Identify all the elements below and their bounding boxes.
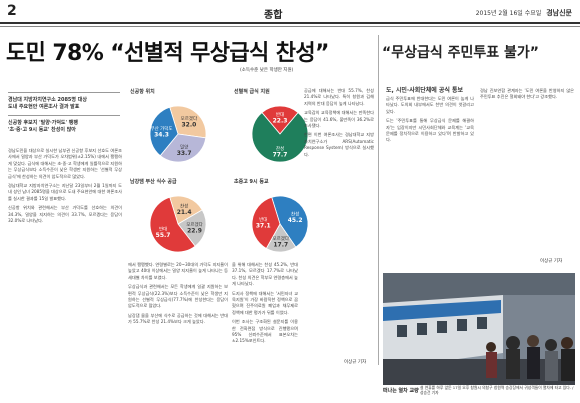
column-divider — [378, 35, 379, 365]
lede-block: 경남대 지방자치연구소 2085명 대상 도내 주요현안 여론조사 결과 발표 … — [8, 88, 120, 134]
pie-slice-0 — [169, 195, 203, 225]
pie-slice-1 — [251, 112, 309, 163]
photo-caption-title: 떠나는 열차 교량 — [383, 388, 419, 394]
paragraph: 무상급식과 관련해서는 모든 학생에게 일괄 지원하는 보편적 무상급식(22.… — [128, 284, 228, 309]
sidebar-column-2: 경남 진보연합 관계자는 '도민 여론을 반영하지 않은 주민투표 추진은 철회… — [480, 88, 574, 254]
paragraph: 경남 진보연합 관계자는 '도민 여론을 반영하지 않은 주민투표 추진은 철회… — [480, 88, 574, 100]
pie-slice-2 — [149, 106, 179, 157]
slice-label: 찬성 — [276, 145, 284, 152]
paragraph: 을 위해 대해서는 찬성 45.2%, 반대 37.1%, 모르겠다 17.7%… — [232, 262, 298, 287]
slice-value: 32.0 — [181, 122, 196, 129]
paragraph: 공급에 대해서는 반대 55.7%, 찬성 21.4%로 나타났다. 특히 창원… — [304, 88, 374, 106]
slice-value: 45.2 — [288, 217, 303, 224]
sidebar-subhead: 도, 시민·사회단체에 공식 통보 — [386, 87, 464, 94]
slice-label: 반대 — [276, 111, 284, 118]
paragraph: 도지사 정책에 대해서는 '서민자녀 교육지원'이 가장 바람직한 정책으로 꼽… — [232, 290, 298, 315]
slice-value: 17.7 — [273, 241, 288, 248]
pie-slice-0 — [169, 105, 207, 139]
pie-slice-1 — [177, 209, 207, 247]
chart-title: 초중고 9시 등교 — [234, 179, 269, 185]
slice-value: 55.7 — [156, 232, 171, 239]
slice-label: 모르겠다 — [272, 235, 289, 242]
chart-title: 신공항 위치 — [130, 89, 155, 95]
paragraph: 경남대학교 지방자치연구소는 지난달 23일부터 2월 1일까지 도내 성인 남… — [8, 183, 122, 201]
slice-label: 부산 가덕도 — [150, 125, 172, 132]
paragraph: 신공항 위치와 관련해서는 부산 가덕도를 선호하는 의견이 34.3%, 밀양… — [8, 205, 122, 224]
lede-line-4: '초·중·고 9시 등교' 찬성이 많아 — [8, 127, 76, 133]
pie-slice-2 — [149, 196, 196, 253]
paper-name: 경남신문 — [546, 9, 572, 17]
sidebar-column-1: 급식 주민투표에 반대한다는 도민 여론이 높게 나타났다. 도의회 내부에서도… — [386, 96, 474, 268]
paragraph: 도는 '주민투표를 통해 무상급식 문제를 해결하자'는 입장이지만 시민사회단… — [386, 118, 474, 143]
slice-label: 찬성 — [291, 211, 299, 218]
slice-label: 반대 — [259, 216, 267, 223]
paragraph: 교육감의 교육정책에 대해서는 만족한다는 응답이 41.6%, 불만족이 36… — [304, 110, 374, 129]
slice-value: 33.7 — [177, 150, 192, 157]
paragraph: 경남도민을 대상으로 실시한 남부권 신공항 후보지 선호도 여론조사에서 밀양… — [8, 148, 122, 179]
chart-title: 선별적 급식 지원 — [234, 89, 270, 95]
paragraph: 에서 팽팽했다. 연령별로는 20~30대의 가덕도 지지율이 높았고 40대 … — [128, 262, 228, 280]
chart-title: 남강댐 부산 식수 공급 — [130, 179, 177, 185]
slice-value: 22.9 — [187, 228, 202, 235]
slice-value: 77.7 — [273, 151, 288, 158]
byline: 이상규 기자 — [540, 259, 563, 264]
article-column-4: 공급에 대해서는 반대 55.7%, 찬성 21.4%로 나타났다. 특히 창원… — [304, 88, 374, 358]
pie-slice-2 — [251, 196, 281, 249]
pie-chart-selective-meals: 반대 22.3 찬성 77.7 선별적 급식 지원 — [230, 88, 330, 168]
slice-value: 22.3 — [273, 118, 288, 125]
pie-slice-0 — [271, 195, 309, 248]
slice-value: 34.3 — [154, 131, 169, 138]
paragraph: 급식 주민투표에 반대한다는 도민 여론이 높게 나타났다. 도의회 내부에서도… — [386, 96, 474, 114]
slice-label: 모르겠다 — [186, 221, 203, 228]
photo-illustration — [383, 273, 575, 385]
lede-line-1: 경남대 지방자치연구소 2085명 대상 — [8, 97, 87, 103]
sidebar-headline: “무상급식 주민투표 불가” — [382, 45, 539, 61]
issue-date: 2015년 2월 16일 수요일 — [475, 10, 542, 17]
headline-subnote: (소득수준 낮은 학생만 지원) — [240, 68, 294, 73]
article-column-1: 경남도민을 대상으로 실시한 남부권 신공항 후보지 선호도 여론조사에서 밀양… — [8, 148, 122, 366]
slice-label: 반대 — [159, 226, 167, 233]
lede-rule — [8, 115, 120, 116]
header-divider — [0, 26, 580, 27]
article-column-3: 을 위해 대해서는 찬성 45.2%, 반대 37.1%, 모르겠다 17.7%… — [232, 262, 298, 366]
train-platform-photo — [383, 273, 575, 385]
page-header: 2 종합 2015년 2월 16일 수요일 경남신문 — [0, 0, 580, 24]
pie-chart-school-9am: 찬성 45.2 모르겠다 17.7 반대 37.1 초중고 9시 등교 — [230, 178, 330, 258]
pie-chart-airport: 모르겠다 32.0 밀양 33.7 부산 가덕도 34.3 신공항 위치 — [128, 88, 228, 168]
photo-caption: 설 연휴를 하루 앞둔 17일 오후 창원시 의창구 창원역 승강장에서 귀성객… — [420, 385, 574, 396]
slice-label: 찬성 — [180, 202, 188, 209]
slice-label: 밀양 — [180, 144, 188, 151]
dateline: 2015년 2월 16일 수요일 경남신문 — [476, 8, 572, 18]
section-label: 종합 — [264, 10, 283, 21]
pie-chart-dam-water: 찬성 21.4 모르겠다 22.9 반대 55.7 남강댐 부산 식수 공급 — [128, 178, 228, 258]
lede-rule — [8, 92, 120, 93]
lede-line-3: 신공항 후보지 '밀양·가덕도' 팽팽 — [8, 120, 78, 126]
article-column-2: 에서 팽팽했다. 연령별로는 20~30대의 가덕도 지지율이 높았고 40대 … — [128, 262, 228, 366]
pie-slice-0 — [261, 105, 299, 135]
main-headline: 도민 78% “선별적 무상급식 찬성” — [6, 41, 329, 66]
slice-value: 37.1 — [256, 223, 271, 230]
slice-value: 21.4 — [177, 209, 192, 216]
paragraph: 남강댐 물을 부산에 식수로 공급하는 것에 대해서는 반대가 55.7%로 찬… — [128, 312, 228, 325]
paragraph: 한편 이번 여론조사는 경남대학교 지방자치연구소가 ARS(Automatic… — [304, 132, 374, 157]
byline: 이상규 기자 — [344, 360, 367, 365]
slice-label: 모르겠다 — [181, 115, 198, 122]
paragraph: 이번 조사는 구조화된 설문지를 이용한 전화면접 방식으로 진행됐으며 95%… — [232, 319, 298, 344]
page-number: 2 — [7, 3, 17, 19]
lede-line-2: 도내 주요현안 여론조사 결과 발표 — [8, 104, 80, 110]
pie-slice-1 — [159, 133, 207, 163]
